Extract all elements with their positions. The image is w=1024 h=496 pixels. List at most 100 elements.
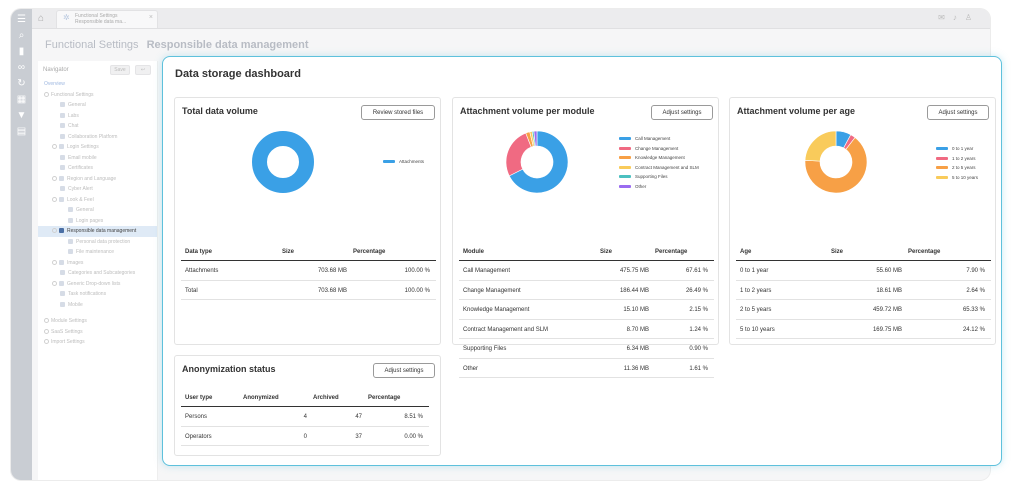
table-cell: 67.61 % xyxy=(685,268,708,274)
legend-swatch xyxy=(936,166,948,170)
table-cell: 1.61 % xyxy=(689,365,708,372)
nav-item[interactable]: Cyber Alert xyxy=(38,184,157,195)
nav-item[interactable]: Task notifications xyxy=(38,289,157,300)
legend-item[interactable]: Knowledge Management xyxy=(619,153,699,163)
nav-item[interactable]: Functional Settings xyxy=(38,90,157,101)
expand-icon[interactable] xyxy=(52,228,57,234)
column-header[interactable]: Percentage xyxy=(353,249,386,255)
nav-item-label: Generic Drop-down lists xyxy=(67,280,121,287)
column-header[interactable]: User type xyxy=(185,395,213,401)
close-icon[interactable]: × xyxy=(148,14,153,21)
nav-item[interactable]: Collaboration Platform xyxy=(38,132,157,143)
refresh-icon[interactable]: ↻ xyxy=(17,78,26,89)
legend-swatch xyxy=(619,146,631,150)
nav-item[interactable]: Look & Feel xyxy=(38,195,157,206)
menu-icon[interactable]: ☰ xyxy=(17,14,26,25)
table-cell: 18.61 MB xyxy=(876,287,902,294)
bell-icon[interactable]: ♪ xyxy=(952,13,957,22)
nav-item[interactable]: Module Settings xyxy=(38,316,157,327)
column-header[interactable]: Size xyxy=(282,249,295,255)
table-cell: 8.51 % xyxy=(404,414,423,420)
column-header[interactable]: Age xyxy=(740,249,752,255)
nav-item[interactable]: Generic Drop-down lists xyxy=(38,279,157,290)
document-icon[interactable]: ▤ xyxy=(16,126,27,137)
mail-icon[interactable]: ✉ xyxy=(938,13,945,22)
nav-item[interactable]: Categories and Subcategories xyxy=(38,268,157,279)
expand-icon[interactable] xyxy=(52,175,57,181)
expand-icon[interactable] xyxy=(52,280,57,286)
expand-icon[interactable] xyxy=(52,196,57,202)
nav-item[interactable]: Login pages xyxy=(38,216,157,227)
nav-item[interactable]: Mobile xyxy=(38,300,157,311)
column-header[interactable]: Archived xyxy=(313,395,339,401)
table-cell: 100.00 % xyxy=(404,268,430,274)
link-icon[interactable]: ∞ xyxy=(17,62,26,73)
nav-item[interactable]: Email mobile xyxy=(38,153,157,164)
expand-icon[interactable] xyxy=(52,144,57,150)
nav-item[interactable]: Certificates xyxy=(38,163,157,174)
legend-item[interactable]: Supporting Files xyxy=(619,172,699,182)
expand-icon[interactable] xyxy=(44,328,49,334)
nav-item-label: Personal data protection xyxy=(76,238,131,245)
settings-page-icon xyxy=(60,102,65,108)
legend-item[interactable]: Contract Management and SLM xyxy=(619,163,699,173)
legend-item[interactable]: 2 to 5 years xyxy=(936,163,978,173)
expand-icon[interactable] xyxy=(44,339,49,345)
column-header[interactable]: Size xyxy=(600,249,613,255)
legend-item[interactable]: Change Management xyxy=(619,144,699,154)
nav-item[interactable]: Chat xyxy=(38,121,157,132)
table-cell: 2 to 5 years xyxy=(740,307,772,313)
table-row: Attachments 703.68 MB 100.00 % xyxy=(181,261,436,281)
home-icon[interactable]: ⌂ xyxy=(38,13,45,24)
nav-item[interactable]: General xyxy=(38,100,157,111)
legend-item[interactable]: Attachments xyxy=(383,157,424,167)
column-header[interactable]: Data type xyxy=(185,249,213,255)
save-button[interactable]: Save xyxy=(110,65,130,75)
tab-functional-settings[interactable]: ✲ Functional Settings Responsible data m… xyxy=(56,10,158,28)
nav-item[interactable]: Labs xyxy=(38,111,157,122)
nav-item[interactable]: SaaS Settings xyxy=(38,327,157,338)
nav-item[interactable]: Images xyxy=(38,258,157,269)
grid-icon[interactable]: ▦ xyxy=(16,94,27,105)
table-row: Other 11.36 MB 1.61 % xyxy=(459,359,714,378)
nav-item[interactable]: General xyxy=(38,205,157,216)
nav-item[interactable]: Import Settings xyxy=(38,337,157,348)
expand-icon[interactable] xyxy=(44,318,49,324)
column-header[interactable]: Percentage xyxy=(368,395,401,401)
search-icon[interactable]: ⌕ xyxy=(18,30,25,41)
review-stored-files-button[interactable]: Review stored files xyxy=(361,105,435,120)
legend-label: Call Management xyxy=(635,136,671,142)
column-header[interactable]: Anonymized xyxy=(243,395,279,401)
column-header[interactable]: Size xyxy=(831,249,844,255)
expand-icon[interactable] xyxy=(52,259,57,265)
table-row: Change Management 186.44 MB 26.49 % xyxy=(459,281,714,300)
legend-item[interactable]: Call Management xyxy=(619,134,699,144)
adjust-settings-button[interactable]: Adjust settings xyxy=(373,363,435,378)
filter-icon[interactable]: ▼ xyxy=(16,110,27,121)
legend-item[interactable]: 5 to 10 years xyxy=(936,173,978,183)
nav-item[interactable]: Region and Language xyxy=(38,174,157,185)
legend-label: Supporting Files xyxy=(635,174,668,180)
nav-item[interactable]: Login Settings xyxy=(38,142,157,153)
nav-item[interactable]: File maintenance xyxy=(38,247,157,258)
nav-item[interactable]: Overview xyxy=(38,79,157,90)
user-icon[interactable]: ♙ xyxy=(964,13,972,22)
expand-icon[interactable] xyxy=(44,91,49,97)
legend-item[interactable]: 0 to 1 year xyxy=(936,144,978,154)
table-cell: Operators xyxy=(185,433,212,440)
settings-page-icon xyxy=(59,144,64,150)
legend-swatch xyxy=(936,175,948,179)
adjust-settings-button[interactable]: Adjust settings xyxy=(927,105,989,120)
column-header[interactable]: Percentage xyxy=(655,249,688,255)
column-header[interactable]: Module xyxy=(463,249,484,255)
adjust-settings-button[interactable]: Adjust settings xyxy=(651,105,713,120)
settings-page-icon xyxy=(68,249,73,255)
legend-item[interactable]: 1 to 2 years xyxy=(936,154,978,164)
nav-item[interactable]: Personal data protection xyxy=(38,237,157,248)
column-header[interactable]: Percentage xyxy=(908,249,941,255)
nav-item[interactable]: Responsible data management xyxy=(38,226,157,237)
donut-slice xyxy=(252,131,314,193)
legend-item[interactable]: Other xyxy=(619,182,699,192)
undo-button[interactable]: ↩ xyxy=(135,65,151,75)
trash-icon[interactable]: ▮ xyxy=(18,46,25,57)
